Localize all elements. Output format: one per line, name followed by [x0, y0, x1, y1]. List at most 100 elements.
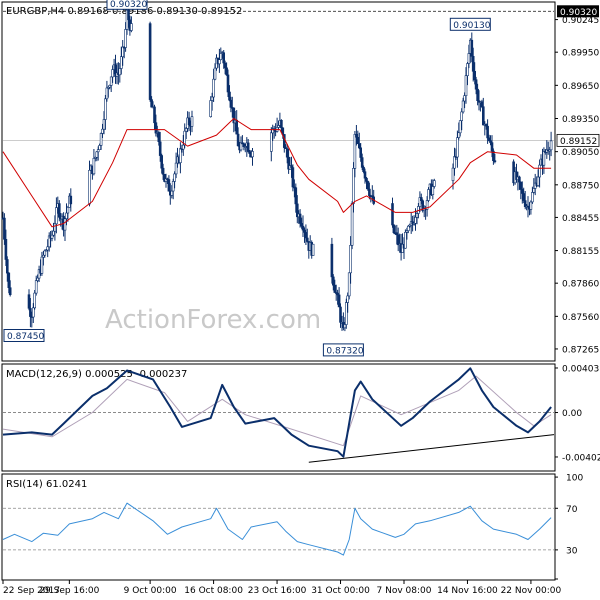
price-annotation-box — [449, 17, 491, 31]
candle — [349, 236, 352, 284]
candle-body — [484, 124, 488, 127]
candle-body — [209, 100, 212, 118]
candle-body — [461, 100, 465, 113]
price-annotation-label: 0.87450 — [7, 332, 44, 342]
candle — [280, 119, 283, 133]
rsi-tick-label: 100 — [566, 474, 583, 484]
candle-body — [350, 203, 354, 246]
candle — [353, 131, 357, 178]
candle-body — [301, 225, 305, 231]
candle-body — [120, 56, 123, 69]
candle — [34, 275, 38, 296]
price-tick-label: 0.90245 — [562, 16, 599, 26]
candle-body — [344, 302, 348, 325]
candle-body — [124, 29, 127, 48]
candle-body — [431, 186, 435, 195]
macd-tick-label: -0.004021 — [562, 453, 600, 463]
candle-body — [46, 246, 50, 251]
candle — [239, 136, 243, 152]
candle — [190, 110, 194, 133]
candle-body — [88, 170, 91, 205]
candle-body — [474, 79, 478, 90]
candle-body — [360, 157, 364, 168]
candle-body — [427, 189, 430, 201]
candle-body — [347, 272, 351, 297]
candle-body — [8, 287, 12, 296]
price-pane-border — [1, 1, 556, 362]
candle-body — [63, 218, 67, 231]
last-price-box — [556, 133, 600, 147]
candle-body — [291, 167, 295, 188]
candle-body — [457, 132, 461, 138]
candle-body — [333, 284, 337, 293]
candle — [8, 280, 12, 297]
candle — [124, 22, 127, 52]
price-annotation: 0.87320 — [322, 343, 364, 357]
candle — [66, 205, 70, 222]
candle-body — [357, 143, 361, 149]
macd-axis: 0.00403 0.00 -0.004021 — [555, 364, 600, 463]
price-tick-label: 0.89650 — [562, 82, 599, 92]
candle — [344, 298, 348, 329]
candle — [466, 62, 469, 86]
candle-body — [99, 133, 103, 146]
candle-body — [280, 120, 283, 129]
candle — [160, 153, 163, 174]
candle — [404, 229, 407, 249]
candle — [531, 186, 534, 204]
candle-body — [419, 197, 423, 202]
candle-body — [337, 294, 341, 308]
candle — [161, 163, 165, 180]
candle-body — [118, 68, 122, 76]
rsi-pane: RSI(14) 61.0241 100 70 30 — [1, 473, 583, 581]
price-tick-label: 0.87860 — [562, 280, 599, 290]
candle — [4, 229, 8, 266]
candle-body — [404, 232, 407, 249]
candle-body — [69, 195, 73, 205]
candle-body — [66, 207, 70, 214]
candle-body — [480, 101, 484, 107]
candle-body — [6, 259, 9, 274]
candle-body — [31, 307, 35, 318]
candle-body — [225, 67, 228, 76]
candle — [549, 131, 553, 157]
candle — [104, 95, 107, 130]
candle-body — [182, 144, 185, 150]
candle-body — [213, 67, 217, 80]
candle-body — [111, 69, 114, 78]
candle — [222, 50, 225, 69]
candle — [538, 159, 541, 188]
candle-body — [212, 78, 215, 98]
candle — [464, 67, 468, 104]
candle-body — [236, 133, 240, 147]
candle-body — [92, 158, 96, 175]
candle-body — [43, 250, 47, 256]
candle-body — [532, 188, 536, 193]
candle — [305, 228, 309, 243]
candle-body — [40, 256, 44, 274]
candle-body — [158, 141, 162, 156]
candle-body — [148, 23, 152, 100]
candle-body — [304, 232, 308, 239]
candle — [158, 131, 162, 162]
candle — [481, 97, 485, 126]
candle-body — [27, 294, 31, 309]
candle-body — [65, 212, 68, 219]
candle-body — [96, 149, 100, 153]
candle-body — [298, 213, 302, 224]
candle-body — [42, 255, 45, 258]
candle — [43, 249, 47, 258]
candle-body — [3, 217, 6, 240]
candle-body — [154, 122, 158, 134]
rsi-layer — [2, 502, 554, 556]
candle — [460, 108, 464, 131]
high-level-label: 0.90320 — [560, 8, 597, 18]
candle-body — [519, 181, 523, 190]
candle-body — [53, 223, 57, 232]
candle-body — [549, 140, 553, 151]
rsi-axis: 100 70 30 — [555, 474, 583, 580]
candle — [31, 303, 35, 323]
candle — [419, 193, 423, 204]
candle — [311, 243, 315, 256]
candle-body — [102, 119, 106, 130]
